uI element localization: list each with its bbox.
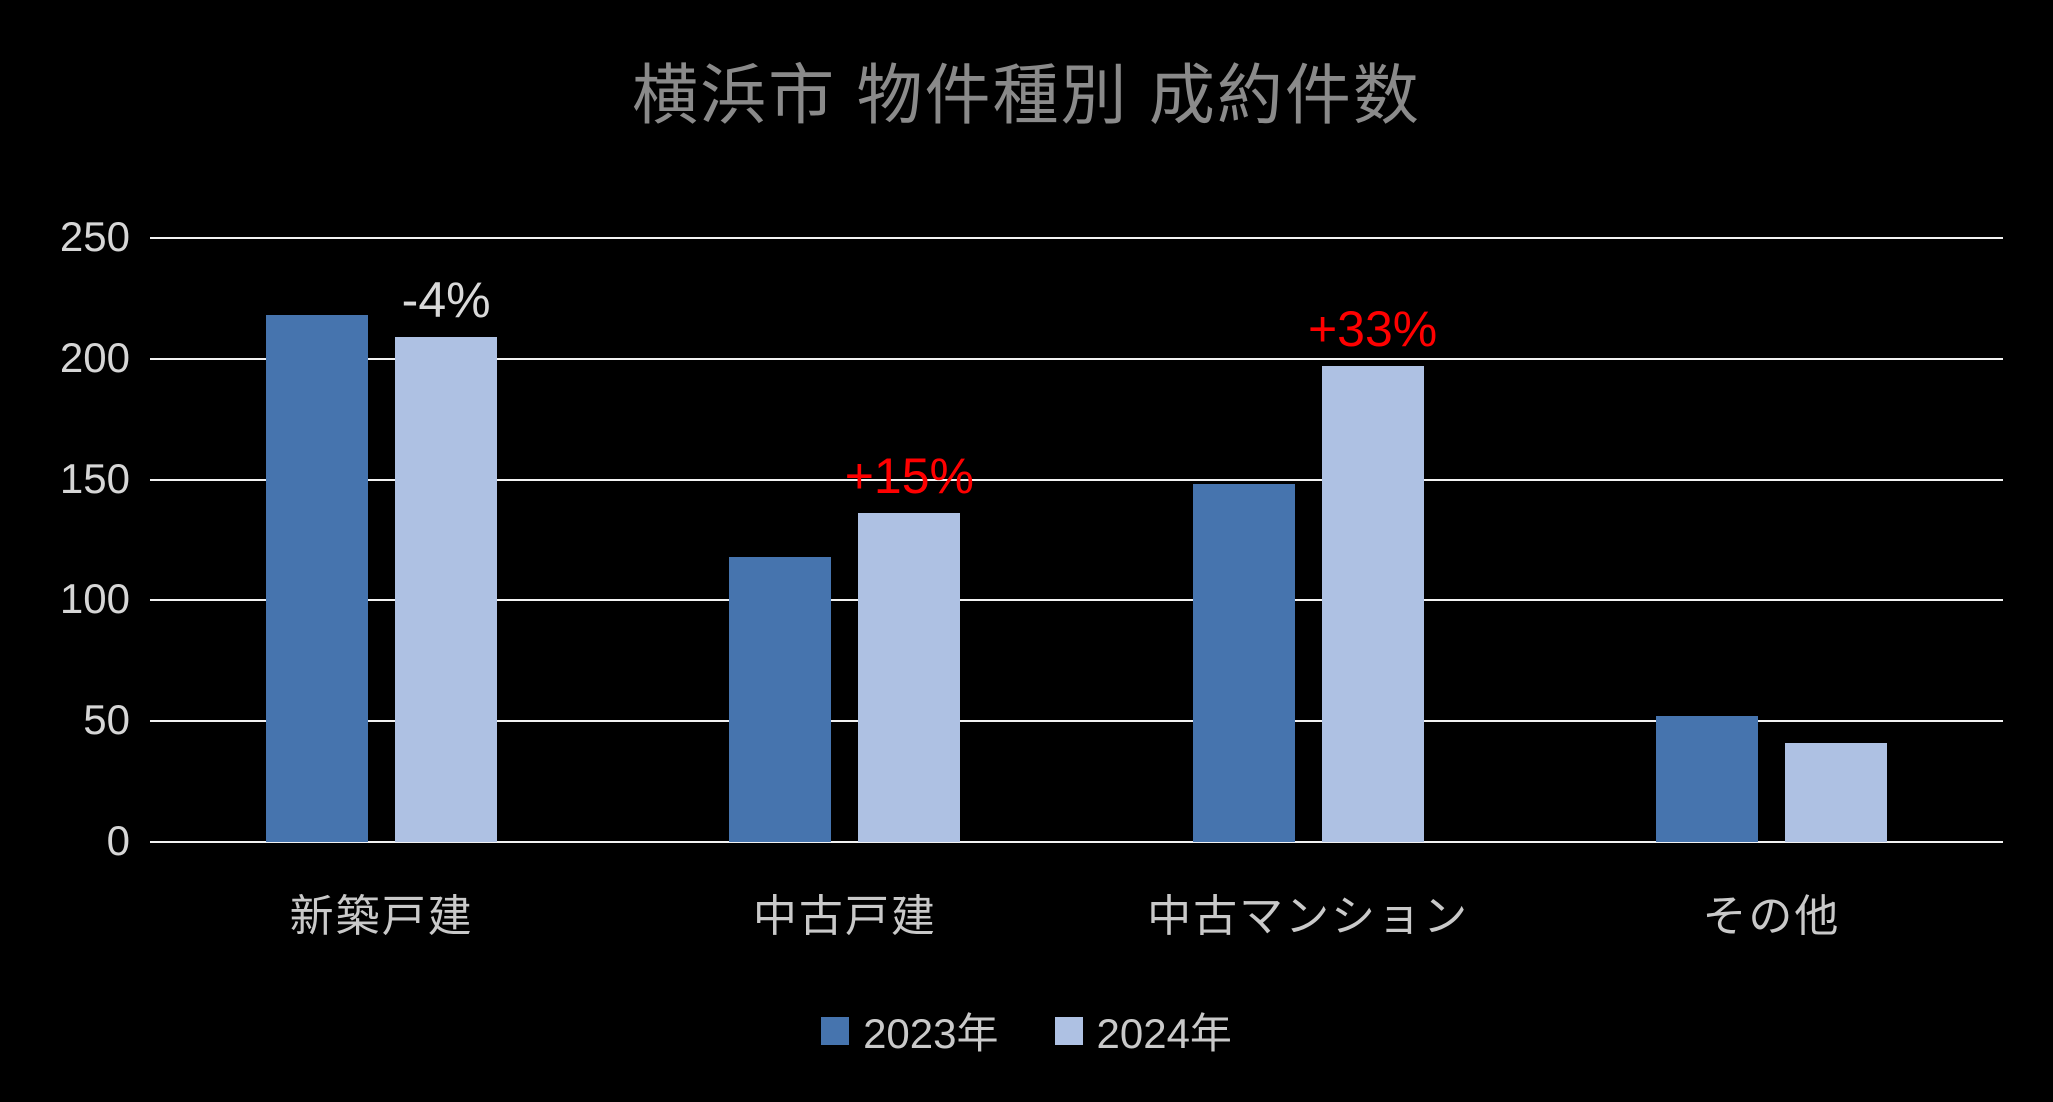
legend-marker-2024	[1054, 1016, 1083, 1045]
gridline	[150, 478, 2003, 481]
y-tick-label: 200	[59, 333, 130, 381]
gridline	[150, 599, 2003, 602]
x-axis-category-labels: 新築戸建 中古戸建 中古マンション その他	[150, 880, 2003, 944]
bar-groups: -4% +15% +33%	[150, 238, 2003, 842]
legend-item-2024: 2024年	[1054, 1000, 1232, 1061]
y-tick-label: 50	[83, 696, 130, 744]
category-label: 中古マンション	[1147, 892, 1470, 941]
bar-series1-cat1: +15%	[845, 451, 974, 842]
legend-label-2023: 2023年	[863, 1010, 999, 1057]
chart-title: 横浜市 物件種別 成約件数	[632, 58, 1421, 132]
legend: 2023年 2024年	[0, 1000, 2053, 1061]
category-label: 新築戸建	[289, 892, 474, 941]
bar-series0-cat0	[266, 315, 369, 842]
bar-series1-cat2: +33%	[1308, 304, 1437, 842]
bar-group: +15%	[729, 238, 974, 842]
change-annotation: +33%	[1307, 301, 1438, 358]
gridline	[150, 357, 2003, 360]
gridline	[150, 237, 2003, 239]
bar-group: -4%	[266, 238, 498, 842]
gridline	[150, 720, 2003, 723]
plot-area: -4% +15% +33% 新築戸建 中古戸建 中古マンション その他 0 50 100 150…	[60, 216, 2003, 941]
y-tick-label: 150	[59, 454, 130, 502]
bar-series0-cat3	[1655, 716, 1758, 842]
change-annotation: +15%	[844, 448, 975, 505]
bar-group: +33%	[1192, 238, 1437, 842]
legend-marker-2023	[821, 1016, 850, 1045]
bar-series0-cat1	[729, 556, 832, 842]
y-tick-label: 250	[59, 213, 130, 260]
y-tick-label: 100	[59, 575, 130, 623]
bar-series0-cat2	[1192, 484, 1295, 842]
bar-series1-cat3	[1784, 742, 1887, 842]
bar-group	[1655, 238, 1887, 842]
category-label: 中古戸建	[752, 892, 937, 941]
category-label: その他	[1702, 892, 1841, 941]
legend-label-2024: 2024年	[1096, 1010, 1232, 1057]
bar-series1-cat0: -4%	[395, 275, 498, 842]
change-annotation: -4%	[401, 272, 491, 329]
y-tick-label: 0	[106, 817, 130, 864]
x-axis-line	[150, 841, 2003, 843]
legend-item-2023: 2023年	[821, 1000, 999, 1061]
